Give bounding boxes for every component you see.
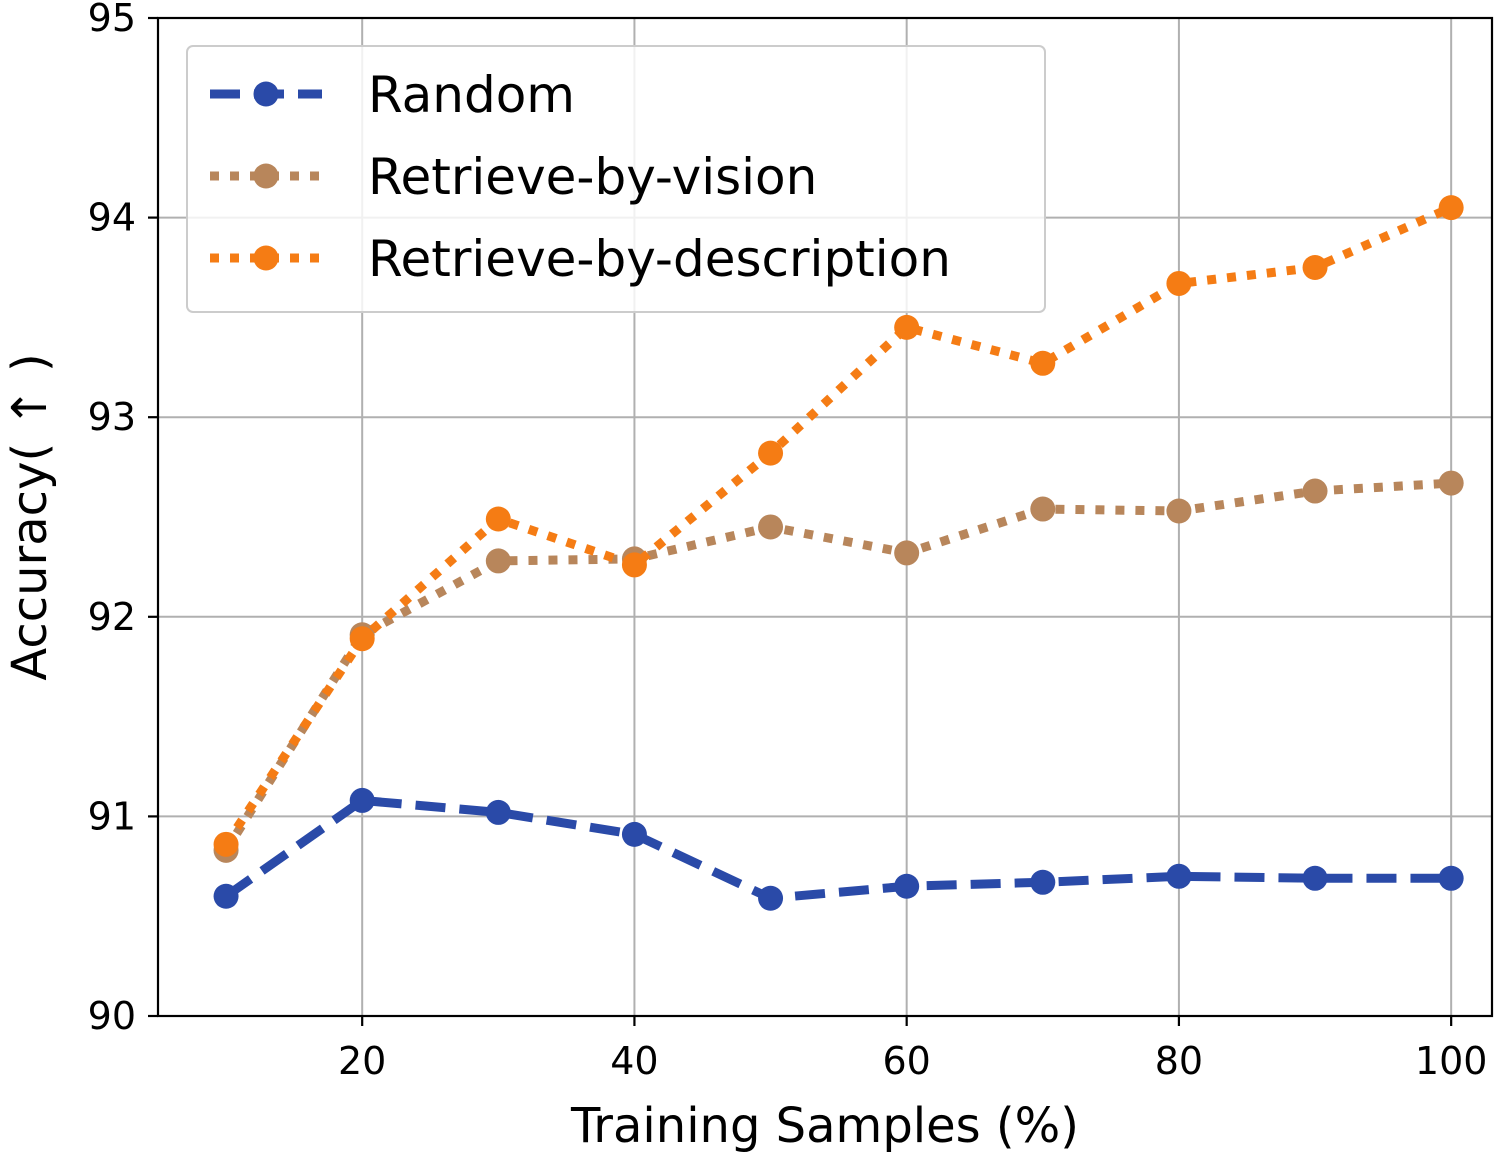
data-point bbox=[213, 883, 239, 909]
legend-item: Retrieve-by-description bbox=[210, 230, 951, 288]
data-point bbox=[1438, 195, 1464, 221]
x-tick-label: 20 bbox=[338, 1039, 386, 1083]
legend-item: Random bbox=[210, 66, 575, 124]
data-point bbox=[349, 787, 375, 813]
data-point bbox=[485, 506, 511, 532]
legend-label: Retrieve-by-description bbox=[368, 230, 951, 288]
legend-item: Retrieve-by-vision bbox=[210, 148, 817, 206]
x-axis-label: Training Samples (%) bbox=[570, 1098, 1079, 1154]
series-random bbox=[213, 787, 1464, 911]
data-point bbox=[758, 514, 784, 540]
data-point bbox=[1166, 863, 1192, 889]
y-axis-label: Accuracy( ↑ ) bbox=[2, 353, 58, 680]
data-point bbox=[1166, 270, 1192, 296]
data-point bbox=[1302, 478, 1328, 504]
series-group bbox=[213, 195, 1464, 911]
data-point bbox=[485, 548, 511, 574]
series-line bbox=[223, 795, 1452, 903]
legend-label: Random bbox=[368, 66, 575, 124]
legend-box bbox=[186, 45, 1046, 313]
data-point bbox=[894, 873, 920, 899]
y-tick-label: 94 bbox=[88, 196, 136, 240]
x-tick-label: 60 bbox=[882, 1039, 930, 1083]
y-tick-label: 93 bbox=[88, 395, 136, 439]
series-retrieve-by-description bbox=[213, 195, 1464, 857]
legend-marker bbox=[253, 163, 279, 189]
x-tick-label: 100 bbox=[1415, 1039, 1488, 1083]
data-point bbox=[758, 885, 784, 911]
data-point bbox=[1302, 865, 1328, 891]
data-point bbox=[758, 440, 784, 466]
y-tick-label: 92 bbox=[88, 595, 136, 639]
series-line bbox=[222, 203, 1453, 847]
data-point bbox=[485, 799, 511, 825]
legend-label: Retrieve-by-vision bbox=[368, 148, 817, 206]
data-point bbox=[1438, 470, 1464, 496]
x-tick-label: 40 bbox=[610, 1039, 658, 1083]
data-point bbox=[1030, 496, 1056, 522]
y-tick-label: 90 bbox=[88, 994, 136, 1038]
data-point bbox=[1302, 255, 1328, 280]
data-point bbox=[1166, 498, 1192, 524]
data-point bbox=[621, 821, 647, 847]
legend: Random Retrieve-by-vision Retrieve-by-desc… bbox=[186, 45, 1046, 313]
data-point bbox=[1030, 350, 1056, 376]
legend-marker bbox=[253, 81, 279, 107]
data-point bbox=[894, 314, 920, 340]
y-tick-label: 91 bbox=[88, 794, 136, 838]
data-point bbox=[621, 552, 647, 578]
data-point bbox=[1438, 865, 1464, 891]
x-tick-label: 80 bbox=[1155, 1039, 1203, 1083]
y-tick-label: 95 bbox=[88, 0, 136, 40]
plot-area-frame bbox=[156, 16, 1494, 1018]
series-line bbox=[222, 478, 1452, 853]
data-point bbox=[349, 626, 375, 652]
axis-ticks: 20 40 60 80 100 90 91 92 93 94 95 bbox=[88, 0, 1488, 1083]
data-point bbox=[213, 831, 239, 857]
data-point bbox=[894, 540, 920, 566]
data-point bbox=[1030, 869, 1056, 895]
legend-marker bbox=[253, 245, 279, 271]
